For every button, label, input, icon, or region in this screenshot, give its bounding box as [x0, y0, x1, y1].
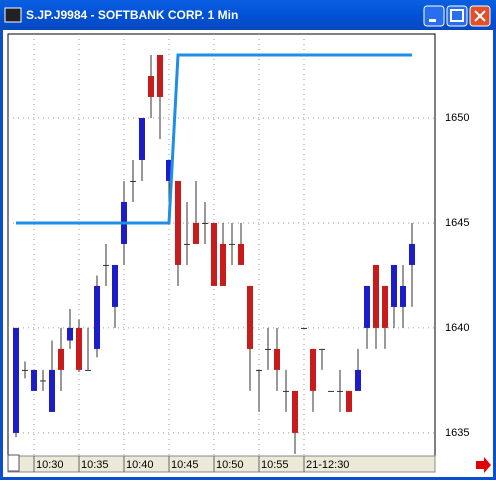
- candle-body: [409, 243, 415, 265]
- x-tick-label: 10:45: [171, 459, 199, 471]
- close-button[interactable]: [469, 5, 491, 27]
- candle-body: [166, 159, 172, 181]
- x-tick-label: 10:35: [81, 459, 109, 471]
- candle-body: [355, 369, 361, 391]
- candle-body: [319, 348, 325, 350]
- candle-body: [274, 348, 280, 370]
- maximize-button[interactable]: [446, 5, 468, 27]
- y-tick-label: 1650: [445, 112, 469, 124]
- candle-body: [49, 369, 55, 412]
- candle-body: [382, 285, 388, 328]
- candle-body: [94, 285, 100, 349]
- candle-body: [202, 222, 208, 224]
- window-title: S.JP.J9984 - SOFTBANK CORP. 1 Min: [26, 8, 238, 22]
- candle-body: [247, 285, 253, 349]
- candle-body: [337, 390, 343, 392]
- candle-body: [346, 390, 352, 412]
- candle-body: [76, 327, 82, 370]
- title-bar: [0, 0, 496, 30]
- candle-body: [229, 243, 235, 245]
- y-tick-label: 1640: [445, 322, 469, 334]
- minimize-button[interactable]: [423, 5, 445, 27]
- indicator-line: [16, 53, 412, 225]
- x-tick-label: 10:55: [261, 459, 289, 471]
- candle-body: [400, 285, 406, 307]
- candle-body: [391, 264, 397, 307]
- candle-body: [211, 222, 217, 286]
- x-tick-label: 21-12:30: [306, 459, 349, 471]
- candle-body: [130, 180, 136, 182]
- x-tick-label: 10:50: [216, 459, 244, 471]
- scroll-arrow[interactable]: [476, 457, 491, 473]
- candle-body: [40, 380, 46, 382]
- candle-body: [364, 285, 370, 328]
- candle-body: [283, 390, 289, 392]
- candle-body: [112, 264, 118, 307]
- app-icon: [4, 7, 22, 23]
- y-tick-label: 1635: [445, 427, 469, 439]
- candle-body: [31, 369, 37, 391]
- candle-body: [373, 264, 379, 328]
- candle-body: [238, 243, 244, 265]
- candle-body: [265, 348, 271, 350]
- y-tick-label: 1645: [445, 217, 469, 229]
- candle-body: [292, 390, 298, 433]
- candle-body: [175, 180, 181, 265]
- candle-body: [139, 117, 145, 160]
- candle-body: [328, 390, 334, 392]
- candle-body: [148, 75, 154, 97]
- candle-body: [256, 369, 262, 371]
- candle-body: [220, 243, 226, 286]
- candle-body: [85, 369, 91, 371]
- candle-body: [67, 327, 73, 341]
- candle-body: [58, 348, 64, 370]
- x-tick-label: 10:40: [126, 459, 154, 471]
- candle-body: [157, 54, 163, 97]
- scroll-box[interactable]: [7, 454, 20, 472]
- candle-body: [301, 327, 307, 329]
- candle-body: [103, 264, 109, 266]
- candle-body: [22, 369, 28, 371]
- candle-body: [193, 222, 199, 244]
- candle-body: [13, 327, 19, 433]
- x-tick-label: 10:30: [36, 459, 64, 471]
- candle-body: [310, 348, 316, 391]
- candle-body: [184, 243, 190, 245]
